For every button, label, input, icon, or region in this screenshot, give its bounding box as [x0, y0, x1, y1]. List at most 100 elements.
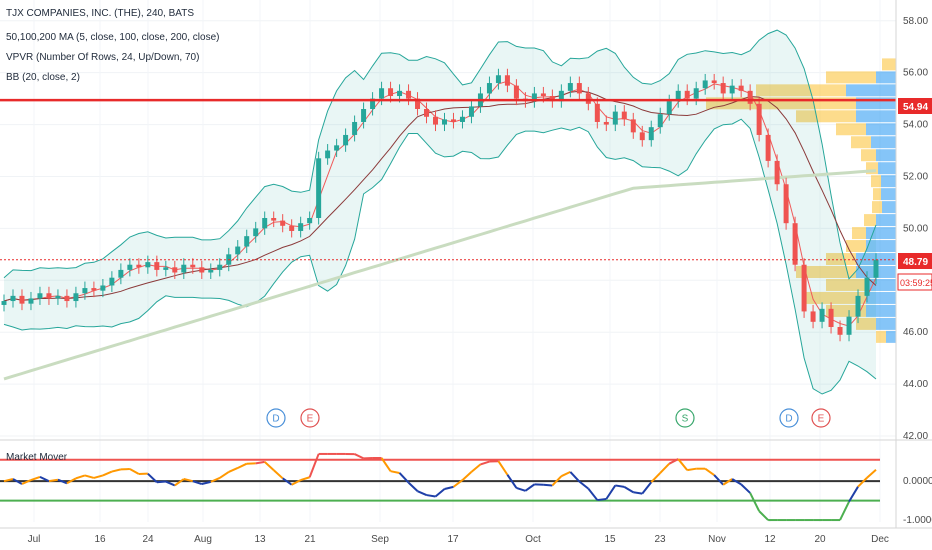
candle-body [208, 269, 214, 273]
indicator-segment [516, 486, 526, 492]
candle-body [837, 327, 843, 335]
candle-body [1, 301, 7, 305]
candle-body [415, 98, 421, 109]
indicator-segment [21, 479, 32, 485]
vpvr-down-bar [806, 291, 866, 304]
indicator-segment [668, 458, 679, 465]
indicator-segment [354, 453, 365, 460]
price-tick-label: 56.00 [903, 68, 928, 79]
date-tick-label: Dec [871, 534, 889, 545]
indicator-segment [30, 475, 41, 482]
candle-body [585, 93, 591, 104]
candle-body [244, 236, 250, 247]
price-tick-label: 42.00 [903, 431, 928, 442]
vpvr-down-bar [852, 227, 866, 240]
indicator-segment [183, 478, 194, 483]
candle-body [280, 220, 286, 226]
vpvr-down-bar [826, 278, 866, 291]
vpvr-down-bar [826, 304, 866, 317]
indicator-name: Market Mover [6, 452, 68, 463]
date-tick-label: 24 [142, 534, 154, 545]
indicator-segment [39, 475, 50, 483]
candle-body [316, 158, 322, 218]
candle-body [540, 93, 546, 97]
candle-body [145, 262, 151, 268]
vpvr-down-bar [796, 110, 856, 123]
indicator-segment [722, 478, 733, 486]
indicator-segment [93, 474, 104, 479]
indicator-segment [480, 460, 490, 466]
event-marker-e [300, 408, 320, 428]
candle-body [729, 85, 735, 94]
candle-body [325, 150, 331, 159]
date-tick-label: 15 [604, 534, 616, 545]
candle-body [657, 114, 663, 128]
indicator-segment [192, 480, 203, 485]
indicator-segment [641, 481, 653, 495]
indicator-segment [156, 480, 166, 484]
vpvr-up-bar [881, 188, 896, 201]
indicator-segment [434, 488, 446, 498]
candle-body [639, 132, 645, 141]
price-tick-label: 50.00 [903, 223, 928, 234]
candle-body [684, 90, 690, 99]
indicator-segment [524, 483, 535, 492]
countdown-badge [897, 273, 932, 291]
candle-body [361, 109, 367, 122]
date-tick-label: 12 [764, 534, 776, 545]
candle-body [352, 121, 358, 135]
vpvr-up-bar [866, 304, 896, 317]
indicator-segment [390, 470, 400, 474]
candle-body [271, 218, 277, 221]
candle-body [19, 295, 25, 304]
candle-body [235, 246, 241, 255]
candle-body [262, 218, 268, 229]
price-tick-label: 46.00 [903, 327, 928, 338]
indicator-segment [713, 474, 724, 486]
candle-body [630, 119, 636, 133]
indicator-segment [264, 461, 275, 471]
indicator-segment [444, 485, 454, 490]
indicator-segment [633, 491, 643, 495]
date-tick-label: 20 [814, 534, 826, 545]
candle-body [450, 119, 456, 122]
vpvr-down-bar [851, 136, 871, 149]
candles-layer [1, 68, 879, 342]
candle-body [576, 83, 582, 94]
candle-body [855, 295, 861, 317]
date-tick-label: Aug [194, 534, 212, 545]
indicator-segment [623, 486, 634, 494]
candle-body [621, 111, 627, 120]
indicator-segment [282, 477, 293, 486]
indicator-segment [255, 460, 265, 465]
indicator-segment [543, 483, 553, 487]
indicator-segment [426, 494, 436, 498]
event-marker-s [675, 408, 695, 428]
vpvr-up-bar [866, 278, 896, 291]
event-marker-d [266, 408, 286, 428]
candle-body [666, 101, 672, 115]
candle-body [774, 160, 780, 185]
date-tick-label: Oct [525, 534, 541, 545]
candle-body [46, 293, 52, 299]
candle-body [810, 311, 816, 322]
candle-body [334, 145, 340, 151]
indicator-segment [129, 468, 140, 475]
vpvr-up-bar [876, 71, 896, 84]
price-tick-label: 44.00 [903, 379, 928, 390]
event-marker-d [779, 408, 799, 428]
indicator-tick-label: 0.0000 [903, 476, 932, 487]
candle-body [513, 85, 519, 99]
candle-body [441, 119, 447, 125]
candle-body [531, 93, 537, 102]
price-tick-label: 58.00 [903, 16, 928, 27]
candle-body [433, 116, 439, 125]
indicator-segment [417, 490, 427, 496]
indicator-segment [111, 468, 122, 473]
last-price-badge [898, 253, 932, 269]
indicator-segment [237, 462, 248, 469]
vpvr-down-bar [872, 201, 882, 214]
event-marker-letter: S [682, 414, 689, 425]
price-tick-label: 52.00 [903, 171, 928, 182]
